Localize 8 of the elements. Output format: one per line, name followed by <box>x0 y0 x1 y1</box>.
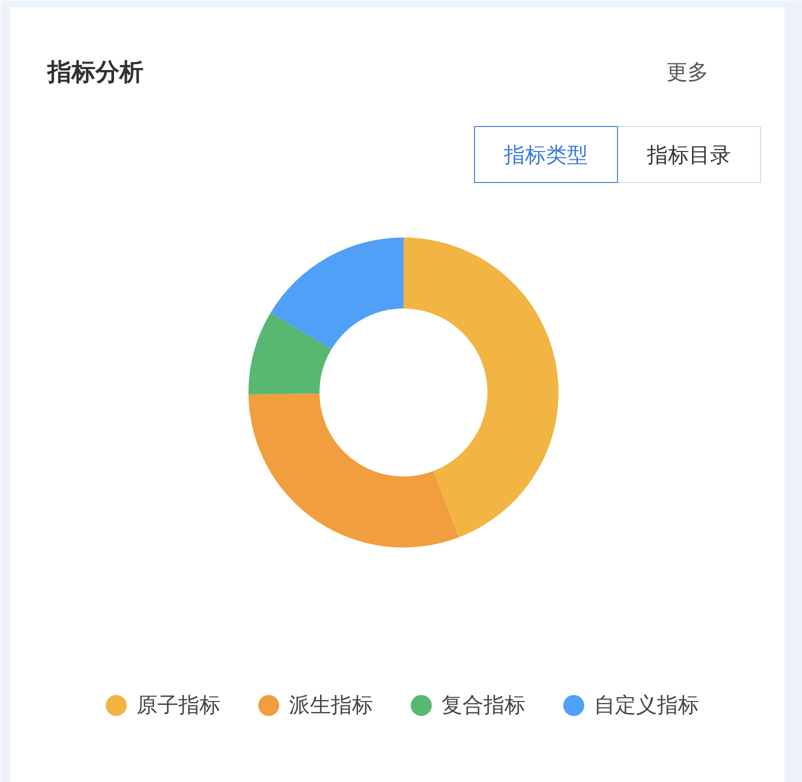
chart-title: 指标分析 <box>46 59 144 86</box>
legend-label: 自定义指标 <box>594 694 699 717</box>
legend-label: 复合指标 <box>441 694 526 717</box>
legend-label: 派生指标 <box>288 694 373 717</box>
text: 指标目录 <box>646 144 731 167</box>
text: 更多 <box>666 61 708 84</box>
text: 指标类型 <box>503 144 588 167</box>
legend-label: 原子指标 <box>136 694 220 717</box>
